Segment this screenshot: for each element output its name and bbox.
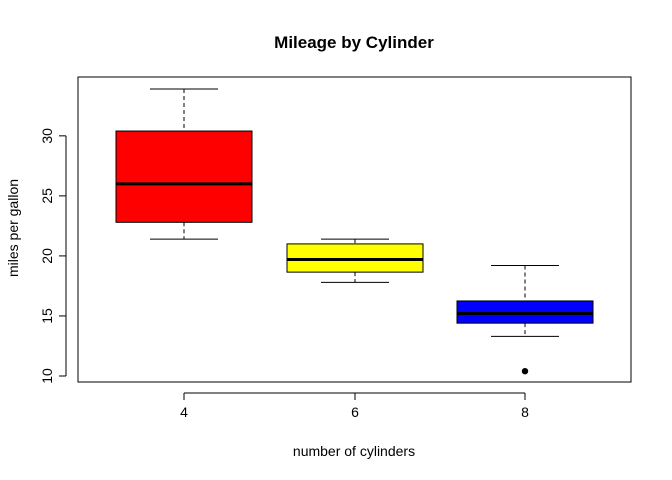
box-4-iqr bbox=[115, 130, 253, 223]
plot-layer: 10 15 20 25 30 4 6 8 bbox=[39, 88, 594, 420]
y-tick-label: 10 bbox=[39, 368, 55, 384]
y-tick-label: 15 bbox=[39, 308, 55, 324]
x-tick-label: 6 bbox=[351, 404, 359, 420]
y-tick-label: 30 bbox=[39, 128, 55, 144]
box-8-iqr bbox=[456, 300, 594, 324]
x-tick-label: 8 bbox=[521, 404, 529, 420]
y-tick-label: 20 bbox=[39, 248, 55, 264]
y-tick-label: 25 bbox=[39, 188, 55, 204]
box-6-iqr bbox=[286, 243, 424, 273]
chart-title: Mileage by Cylinder bbox=[274, 33, 434, 52]
y-axis-label: miles per gallon bbox=[5, 179, 21, 277]
x-tick-label: 4 bbox=[180, 404, 188, 420]
x-axis-label: number of cylinders bbox=[293, 443, 415, 459]
box-8-outlier bbox=[521, 367, 529, 375]
plot-frame bbox=[77, 76, 632, 383]
